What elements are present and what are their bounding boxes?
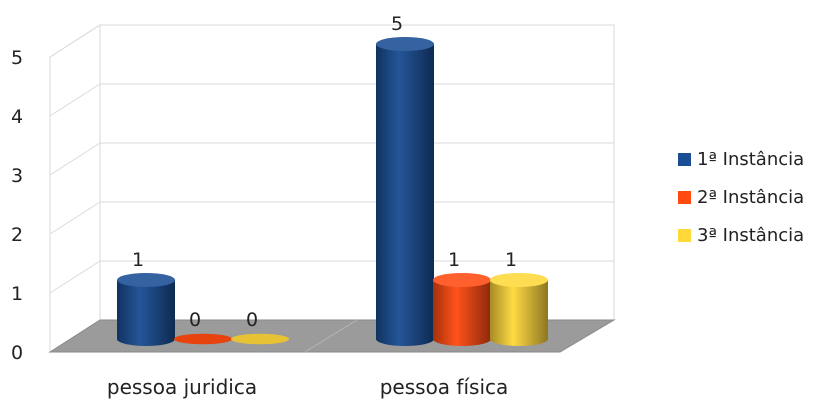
data-label: 0 (189, 309, 201, 331)
bar-top (490, 273, 548, 287)
bar-3-2 (490, 273, 548, 346)
bar-flat (231, 333, 289, 345)
y-tick-label: 1 (11, 283, 23, 305)
x-tick-label: pessoa juridica (107, 375, 257, 399)
bar-1-1 (117, 273, 175, 346)
legend-label-1: 1ª Instância (697, 148, 805, 170)
y-tick-label: 0 (11, 342, 23, 364)
bar-top (376, 37, 434, 51)
bar-body (117, 280, 175, 346)
bar-3-1 (231, 333, 289, 345)
y-tick-label: 5 (11, 47, 23, 69)
y-axis-ticks: 0 1 2 3 4 5 (11, 47, 23, 364)
bar-1-2 (376, 37, 434, 346)
legend-swatch-2 (678, 190, 691, 204)
gridline-side (49, 24, 101, 58)
bar-body (376, 44, 434, 346)
gridline-side (49, 201, 101, 235)
bar-top (117, 273, 175, 287)
data-label: 5 (391, 13, 403, 35)
legend-swatch-1 (678, 152, 691, 166)
y-tick-label: 4 (11, 106, 23, 128)
bars (117, 37, 548, 346)
gridline-side (49, 142, 101, 176)
floor-divider (304, 319, 358, 353)
gridlines (49, 24, 614, 294)
legend-label-3: 3ª Instância (697, 224, 805, 246)
y-tick-label: 2 (11, 224, 23, 246)
bar-flat (174, 333, 232, 345)
bar-top (433, 273, 491, 287)
data-label: 1 (505, 249, 517, 271)
bar-body (433, 280, 491, 346)
data-label: 1 (132, 249, 144, 271)
bar-2-1 (174, 333, 232, 345)
legend-item-2: 2ª Instância (678, 184, 804, 210)
data-label: 0 (246, 309, 258, 331)
legend: 1ª Instância 2ª Instância 3ª Instância (678, 146, 804, 260)
y-tick-label: 3 (11, 165, 23, 187)
legend-label-2: 2ª Instância (697, 186, 805, 208)
gridline-side (49, 83, 101, 117)
legend-swatch-3 (678, 228, 691, 242)
back-wall (99, 24, 615, 321)
bar-2-2 (433, 273, 491, 346)
legend-item-3: 3ª Instância (678, 222, 804, 248)
side-wall (49, 24, 101, 353)
gridline-side (49, 260, 101, 294)
legend-item-1: 1ª Instância (678, 146, 804, 172)
data-labels: 1 0 0 5 1 1 (132, 13, 517, 331)
chart-walls (49, 24, 615, 353)
bar-body (490, 280, 548, 346)
x-axis-ticks: pessoa juridica pessoa física (107, 375, 508, 399)
data-label: 1 (448, 249, 460, 271)
x-tick-label: pessoa física (380, 375, 509, 399)
